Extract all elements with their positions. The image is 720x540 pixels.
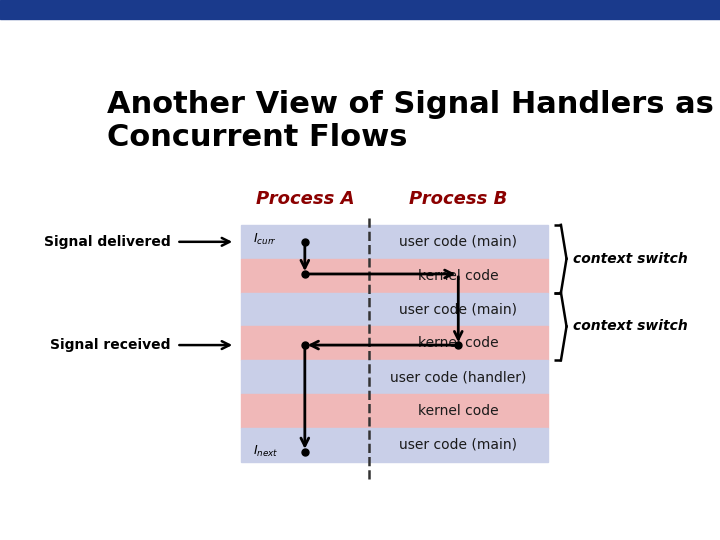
Text: Signal received: Signal received (50, 338, 171, 352)
Text: kernel code: kernel code (418, 269, 498, 282)
Bar (240, 360, 547, 394)
Text: kernel code: kernel code (418, 336, 498, 350)
Text: user code (main): user code (main) (400, 438, 517, 452)
Text: $I_{next}$: $I_{next}$ (253, 444, 279, 460)
Text: kernel code: kernel code (418, 404, 498, 418)
Text: $I_{curr}$: $I_{curr}$ (253, 232, 276, 247)
Text: context switch: context switch (573, 252, 688, 266)
Bar (240, 259, 547, 293)
Text: Process B: Process B (409, 190, 508, 208)
Text: user code (handler): user code (handler) (390, 370, 526, 384)
Text: context switch: context switch (573, 320, 688, 334)
Text: user code (main): user code (main) (400, 235, 517, 249)
Text: Process A: Process A (256, 190, 354, 208)
Text: Another View of Signal Handlers as
Concurrent Flows: Another View of Signal Handlers as Concu… (107, 90, 714, 152)
Bar (240, 293, 547, 327)
Bar (240, 327, 547, 360)
Text: Signal delivered: Signal delivered (44, 235, 171, 249)
Bar (240, 428, 547, 462)
Bar (240, 225, 547, 259)
Text: user code (main): user code (main) (400, 302, 517, 316)
Bar (240, 394, 547, 428)
